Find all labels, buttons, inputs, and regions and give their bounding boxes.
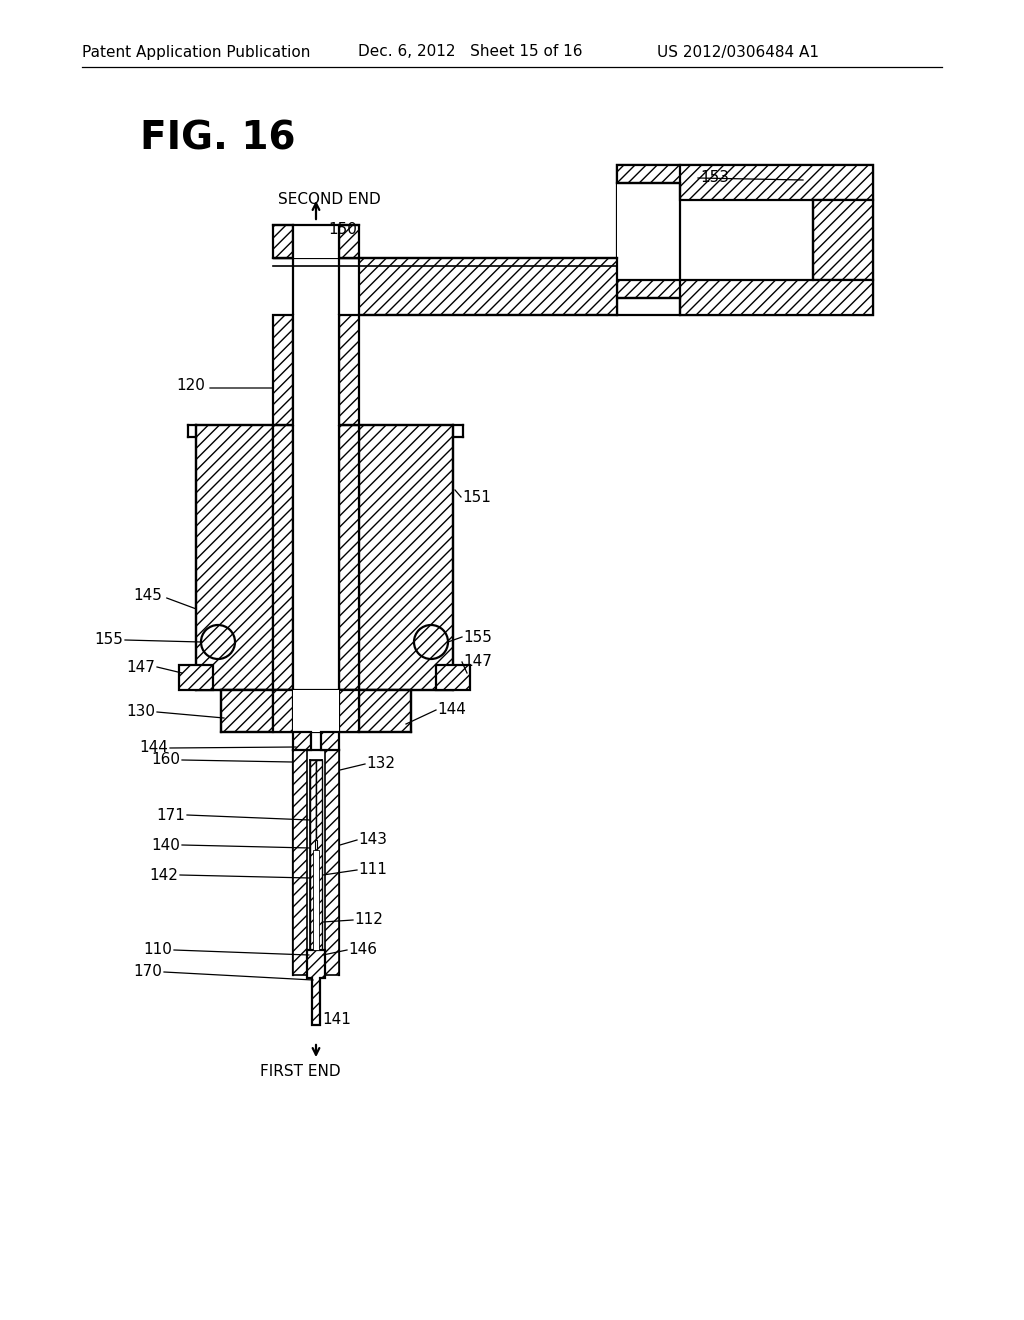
Text: 144: 144 bbox=[437, 702, 466, 718]
Bar bbox=[293, 224, 339, 257]
Polygon shape bbox=[293, 733, 311, 750]
Polygon shape bbox=[273, 224, 293, 257]
Text: 140: 140 bbox=[152, 837, 180, 853]
Text: SECOND END: SECOND END bbox=[278, 193, 381, 207]
Polygon shape bbox=[617, 280, 873, 315]
Bar bbox=[293, 425, 339, 690]
Polygon shape bbox=[273, 425, 293, 690]
Text: 110: 110 bbox=[143, 942, 172, 957]
Text: 150: 150 bbox=[328, 223, 357, 238]
Polygon shape bbox=[339, 315, 359, 425]
Text: 143: 143 bbox=[358, 833, 387, 847]
Polygon shape bbox=[221, 690, 273, 733]
Polygon shape bbox=[316, 760, 322, 950]
Text: 112: 112 bbox=[354, 912, 383, 928]
Text: 171: 171 bbox=[156, 808, 185, 822]
Polygon shape bbox=[436, 665, 470, 690]
Text: 147: 147 bbox=[463, 655, 492, 669]
Polygon shape bbox=[315, 840, 317, 960]
Polygon shape bbox=[293, 750, 307, 975]
Text: 141: 141 bbox=[322, 1012, 351, 1027]
Polygon shape bbox=[359, 425, 453, 690]
Text: 144: 144 bbox=[139, 741, 168, 755]
Polygon shape bbox=[273, 315, 293, 425]
Bar bbox=[313, 850, 319, 950]
Polygon shape bbox=[359, 690, 411, 733]
Text: US 2012/0306484 A1: US 2012/0306484 A1 bbox=[657, 45, 819, 59]
Text: 170: 170 bbox=[133, 965, 162, 979]
Text: 155: 155 bbox=[463, 630, 492, 644]
Text: FIRST END: FIRST END bbox=[260, 1064, 341, 1080]
Bar bbox=[307, 750, 325, 975]
Text: 132: 132 bbox=[366, 756, 395, 771]
Polygon shape bbox=[339, 690, 359, 733]
Text: 153: 153 bbox=[700, 170, 729, 186]
Bar bbox=[617, 183, 680, 298]
Ellipse shape bbox=[414, 624, 449, 659]
Polygon shape bbox=[339, 425, 359, 690]
Text: Dec. 6, 2012   Sheet 15 of 16: Dec. 6, 2012 Sheet 15 of 16 bbox=[358, 45, 583, 59]
Text: 155: 155 bbox=[94, 632, 123, 648]
Bar bbox=[680, 201, 813, 280]
Polygon shape bbox=[179, 665, 213, 690]
Bar bbox=[617, 165, 873, 315]
Text: 142: 142 bbox=[150, 867, 178, 883]
Polygon shape bbox=[310, 760, 316, 950]
Text: 111: 111 bbox=[358, 862, 387, 878]
Polygon shape bbox=[321, 733, 339, 750]
Polygon shape bbox=[196, 425, 273, 690]
Polygon shape bbox=[307, 950, 325, 1026]
Text: 145: 145 bbox=[133, 589, 162, 603]
Text: 120: 120 bbox=[176, 378, 205, 392]
Text: 147: 147 bbox=[126, 660, 155, 675]
Text: FIG. 16: FIG. 16 bbox=[140, 119, 296, 157]
Bar bbox=[293, 690, 339, 733]
Text: Patent Application Publication: Patent Application Publication bbox=[82, 45, 310, 59]
Text: 146: 146 bbox=[348, 942, 377, 957]
Text: 160: 160 bbox=[151, 752, 180, 767]
Bar bbox=[293, 315, 339, 425]
Bar bbox=[293, 257, 339, 315]
Polygon shape bbox=[325, 750, 339, 975]
Polygon shape bbox=[339, 224, 359, 257]
Ellipse shape bbox=[201, 624, 234, 659]
Polygon shape bbox=[273, 257, 617, 315]
Polygon shape bbox=[617, 165, 873, 201]
Polygon shape bbox=[813, 201, 873, 280]
Text: 151: 151 bbox=[462, 490, 490, 504]
Polygon shape bbox=[273, 690, 293, 733]
Text: 130: 130 bbox=[126, 705, 155, 719]
